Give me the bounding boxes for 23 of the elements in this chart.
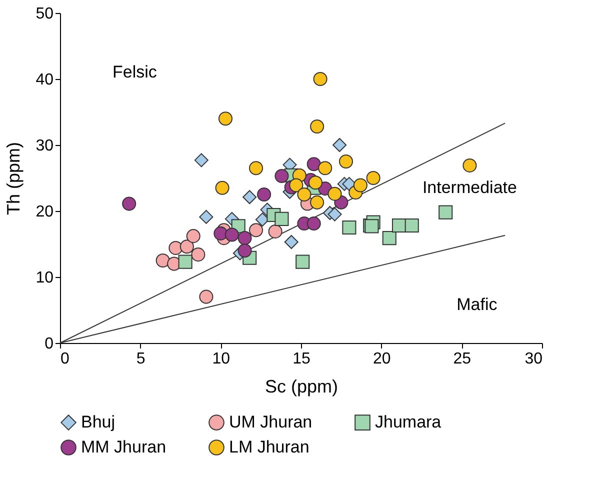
x-tick-label: 0 xyxy=(60,350,70,368)
x-tick-label: 25 xyxy=(453,350,472,368)
x-tick-label: 20 xyxy=(372,350,391,368)
y-axis-title: Th (ppm) xyxy=(4,142,24,216)
x-tick-label: 15 xyxy=(292,350,310,368)
y-tick-label: 50 xyxy=(36,6,54,22)
y-tick-label: 10 xyxy=(36,270,54,286)
legend-label: MM Jhuran xyxy=(81,438,166,456)
annotation: Felsic xyxy=(112,62,158,82)
y-tick-label: 40 xyxy=(36,72,54,88)
legend-label: Jhumara xyxy=(375,412,442,432)
annotation: Intermediate xyxy=(422,178,517,197)
y-tick-label: 30 xyxy=(36,138,54,154)
x-tick-label: 10 xyxy=(212,350,230,368)
y-tick-label: 0 xyxy=(44,336,54,352)
x-axis-title: Sc (ppm) xyxy=(264,376,338,396)
y-tick-label: 20 xyxy=(36,204,54,220)
x-tick-label: 5 xyxy=(136,350,146,368)
legend-label: Bhuj xyxy=(81,412,116,432)
legend-label: UM Jhuran xyxy=(229,412,312,432)
x-tick-label: 30 xyxy=(524,350,543,368)
legend-label: LM Jhuran xyxy=(229,438,310,456)
annotation: Mafic xyxy=(456,295,498,314)
